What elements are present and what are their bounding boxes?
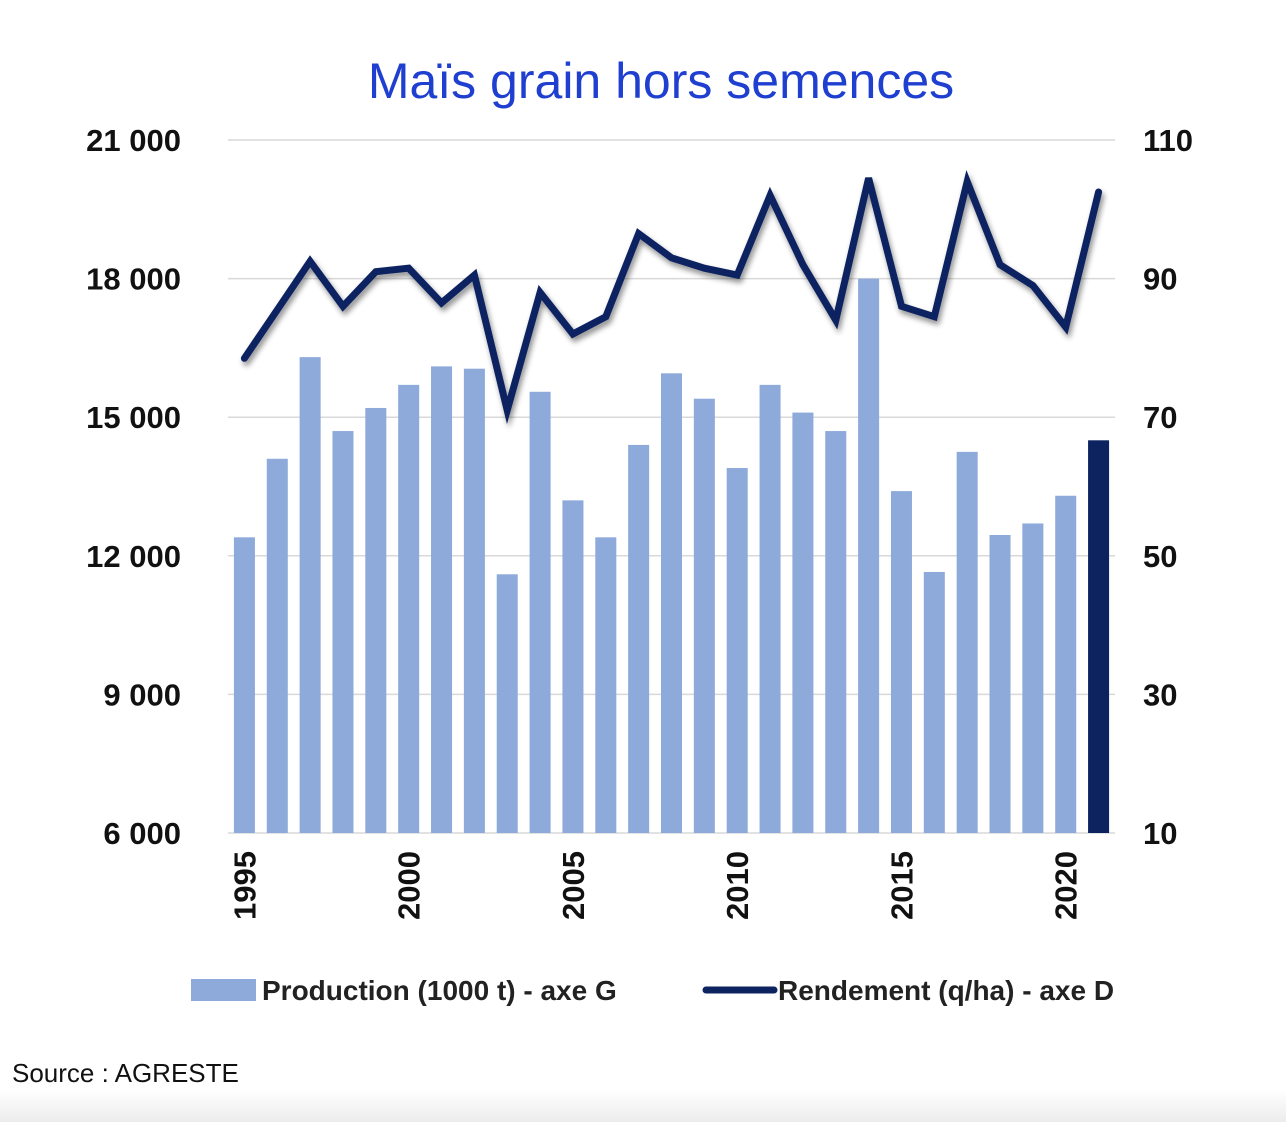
chart: Maïs grain hors semences 6 000 9 000 12 00… — [86, 53, 1193, 1006]
production-bar — [233, 537, 255, 833]
source-note: Source : AGRESTE — [12, 1058, 239, 1088]
production-bar — [825, 431, 847, 833]
production-bar — [628, 444, 650, 833]
right-tick-label: 70 — [1143, 400, 1177, 435]
production-bar — [1022, 523, 1044, 833]
left-tick-label: 12 000 — [86, 539, 181, 574]
chart-title: Maïs grain hors semences — [368, 53, 954, 109]
production-bar — [890, 491, 912, 833]
x-tick-label: 2010 — [720, 851, 755, 920]
production-bar — [463, 368, 485, 833]
right-tick-label: 50 — [1143, 539, 1177, 574]
bottom-fade — [0, 1090, 1286, 1122]
production-bar — [726, 468, 748, 833]
legend-bar-swatch — [191, 979, 256, 1001]
right-axis: 10 30 50 70 90 110 — [1143, 123, 1193, 851]
production-bar — [398, 384, 420, 833]
production-bar — [923, 571, 945, 833]
production-bar — [562, 500, 584, 833]
left-tick-label: 15 000 — [86, 400, 181, 435]
legend-production-label: Production (1000 t) - axe G — [262, 975, 617, 1006]
x-tick-label: 2015 — [884, 851, 919, 920]
x-axis: 1995 2000 2005 2010 2015 2020 — [227, 851, 1083, 920]
production-bar — [956, 451, 978, 833]
left-axis: 6 000 9 000 12 000 15 000 18 000 21 000 — [86, 123, 181, 851]
production-bar — [496, 574, 518, 833]
bar-series — [233, 278, 1110, 834]
production-bar — [299, 357, 321, 833]
production-bar — [792, 412, 814, 833]
production-bar — [365, 407, 387, 833]
legend-rendement-label: Rendement (q/ha) - axe D — [778, 975, 1114, 1006]
production-bar — [759, 384, 781, 833]
left-tick-label: 9 000 — [103, 677, 181, 712]
production-bar — [266, 458, 288, 833]
production-bar — [332, 431, 354, 833]
right-tick-label: 30 — [1143, 677, 1177, 712]
production-bar — [1055, 495, 1077, 833]
x-tick-label: 2020 — [1049, 851, 1084, 920]
right-tick-label: 90 — [1143, 262, 1177, 297]
x-tick-label: 2000 — [392, 851, 427, 920]
left-tick-label: 6 000 — [103, 816, 181, 851]
production-bar — [989, 535, 1011, 833]
production-bar — [529, 391, 551, 833]
right-tick-label: 10 — [1143, 816, 1177, 851]
production-bar — [660, 373, 683, 833]
x-tick-label: 2005 — [556, 851, 591, 920]
production-bar — [431, 366, 453, 833]
production-bar — [1088, 440, 1110, 833]
right-tick-label: 110 — [1143, 123, 1193, 158]
production-bar — [595, 537, 617, 833]
left-tick-label: 18 000 — [86, 262, 181, 297]
x-tick-label: 1995 — [227, 851, 262, 920]
left-tick-label: 21 000 — [86, 123, 181, 158]
line-series — [240, 170, 1103, 425]
production-bar — [858, 278, 880, 834]
production-bar — [693, 398, 715, 833]
legend: Production (1000 t) - axe G Rendement (q… — [191, 975, 1114, 1006]
